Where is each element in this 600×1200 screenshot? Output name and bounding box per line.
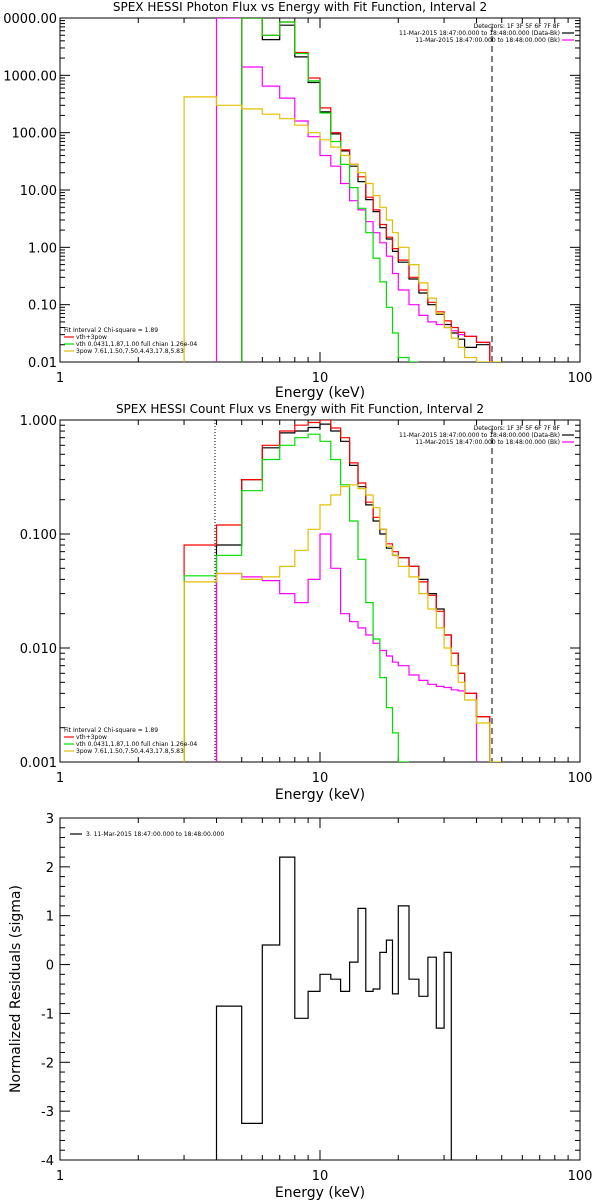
series-vth-3pow-line: [241, 18, 491, 362]
panel-2: SPEX HESSI Count Flux vs Energy with Fit…: [20, 402, 593, 803]
series-bk-line: [215, 18, 491, 362]
y-tick-label: 0.010: [20, 642, 57, 657]
x-axis-label: Energy (keV): [275, 787, 365, 803]
y-tick-label: 10.00: [20, 184, 57, 199]
series-bk-line: [215, 533, 478, 762]
y-tick-label: -3: [41, 1105, 54, 1120]
series-group: [183, 420, 502, 762]
x-tick-label: 100: [568, 1169, 593, 1184]
series-3pow-line: [183, 96, 502, 362]
series-vth-line: [183, 433, 409, 762]
series-group: [183, 18, 502, 362]
y-tick-label: 0.01: [28, 356, 57, 371]
y-tick-label: -2: [41, 1056, 54, 1071]
x-tick-label: 10: [312, 771, 329, 786]
x-tick-label: 10: [312, 1169, 329, 1184]
series-residuals-line: [215, 856, 452, 1160]
legend-entry: 3pow 7.61,1.50,7.50,4.43,17.8,5.83: [76, 748, 184, 755]
legend-entry: 3. 11-Mar-2015 18:47:00.000 to 18:48:00.…: [86, 831, 224, 838]
y-tick-label: 1.00: [28, 241, 57, 256]
y-tick-label: -1: [41, 1007, 54, 1022]
y-tick-label: 1.000: [20, 414, 57, 429]
legend-entry: 11-Mar-2015 18:47:00.000 to 18:48:00.000…: [415, 439, 560, 446]
x-tick-label: 10: [312, 371, 329, 386]
legend-entry: 11-Mar-2015 18:47:00.000 to 18:48:00.000…: [399, 432, 560, 439]
panel-1: SPEX HESSI Photon Flux vs Energy with Fi…: [3, 0, 592, 401]
series-vth-3pow-line: [183, 420, 491, 762]
legend-fit-info: Fit Interval 2 Chi-square = 1.89: [64, 327, 158, 334]
legend-entry: vth 0.0431,1.87,1.00 full chian 1.26e-04: [76, 341, 197, 348]
legend-fit-info: Fit Interval 2 Chi-square = 1.89: [64, 727, 158, 734]
legend-entry: 11-Mar-2015 18:47:00.000 to 18:48:00.000…: [399, 30, 560, 37]
legend-entry: vth+3pow: [76, 334, 107, 341]
x-axis-label: Energy (keV): [275, 385, 365, 401]
y-tick-label: 0.001: [20, 756, 57, 771]
y-tick-label: 0.10: [28, 299, 57, 314]
y-tick-label: -4: [41, 1154, 54, 1169]
y-tick-label: 100.00: [12, 127, 58, 142]
y-tick-label: 0000.00: [3, 12, 57, 27]
chart-title: SPEX HESSI Photon Flux vs Energy with Fi…: [113, 0, 487, 14]
series-group: [215, 856, 452, 1160]
y-tick-label: 3: [46, 812, 54, 827]
legend-entry: vth 0.0431,1.87,1.00 full chian 1.26e-04: [76, 741, 197, 748]
plot-frame: [59, 17, 581, 363]
y-tick-label: 0.100: [20, 528, 57, 543]
series-data-bk-line: [215, 423, 491, 762]
y-tick-label: 1000.00: [3, 69, 57, 84]
chart-title: SPEX HESSI Count Flux vs Energy with Fit…: [116, 402, 484, 416]
y-tick-label: 0: [46, 959, 54, 974]
series-vth-line: [241, 18, 419, 362]
legend-entry: 3pow 7.61,1.50,7.50,4.43,17.8,5.83: [76, 348, 184, 355]
legend-entry: 11-Mar-2015 18:47:00.000 to 18:48:00.000…: [415, 37, 560, 44]
legend-detectors: Detectors: 1F 3F 5F 6F 7F 8F: [474, 425, 561, 432]
x-axis-label: Energy (keV): [275, 1185, 365, 1200]
series-3pow-line: [183, 484, 502, 762]
x-tick-label: 1: [56, 371, 64, 386]
x-tick-label: 100: [568, 771, 593, 786]
legend-entry: vth+3pow: [76, 734, 107, 741]
y-axis-label: Normalized Residuals (sigma): [8, 885, 24, 1093]
x-tick-label: 100: [568, 371, 593, 386]
y-tick-label: 1: [46, 910, 54, 925]
x-tick-label: 1: [56, 1169, 64, 1184]
legend-detectors: Detectors: 1F 3F 5F 6F 7F 8F: [474, 23, 561, 30]
x-tick-label: 1: [56, 771, 64, 786]
y-tick-label: 2: [46, 861, 54, 876]
plot-frame: [59, 419, 581, 763]
